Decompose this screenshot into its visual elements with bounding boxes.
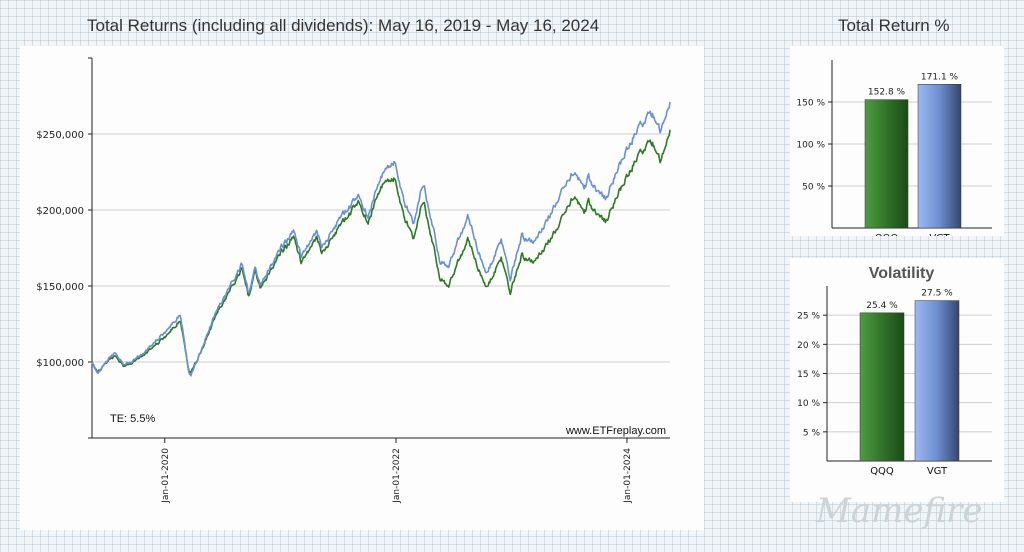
main-series (91, 101, 671, 377)
x-category-label-vgt: VGT (927, 466, 948, 477)
main-grid (92, 133, 670, 363)
y-tick-label: $100,000 (36, 358, 84, 369)
x-tick-label: Jan-01-2020 (161, 448, 171, 504)
main-chart-panel: $100,000 $150,000 $200,000 $250,000 Jan-01-2… (20, 46, 704, 530)
volatility-panel: Volatility 5 % 10 % 15 % 20 % 25 % 25.4 % QQQ 27… (790, 258, 1004, 502)
watermark-signature: Mamefire (815, 491, 983, 531)
y-tick-label: 25 % (797, 312, 820, 322)
y-tick-label: 5 % (803, 428, 821, 438)
y-tick-label: 15 % (797, 370, 820, 380)
total-return-panel: 50 % 100 % 150 % 152.8 % QQQ 171.1 % VGT (790, 46, 1004, 236)
x-category-label-vgt: VGT (929, 233, 950, 236)
main-chart-title: Total Returns (including all dividends):… (87, 16, 600, 35)
bar-value-label-qqq: 152.8 % (868, 88, 906, 98)
bar-value-label-vgt: 171.1 % (921, 72, 959, 82)
y-tick-label: $200,000 (36, 206, 84, 217)
y-tick-label: 10 % (797, 399, 820, 409)
bar-chart-title: Volatility (869, 265, 935, 282)
y-tick-label: 50 % (802, 183, 825, 193)
y-tick-label: $150,000 (36, 282, 84, 293)
bar-qqq (859, 312, 905, 462)
x-category-label-qqq: QQQ (870, 466, 894, 477)
series-line-qqq (91, 129, 671, 374)
x-tick-label: Jan-01-2024 (623, 448, 633, 504)
x-tick-label: Jan-01-2022 (392, 448, 402, 504)
bar-vgt (917, 84, 962, 229)
main-tick-labels: $100,000 $150,000 $200,000 $250,000 Jan-01-2… (36, 130, 633, 504)
y-tick-label: 100 % (796, 141, 825, 151)
bar-vgt (914, 300, 960, 462)
tracking-error-label: TE: 5.5% (110, 413, 155, 425)
side-chart-title: Total Return % (838, 16, 950, 35)
series-line-vgt (91, 101, 671, 377)
total-returns-line-chart: $100,000 $150,000 $200,000 $250,000 Jan-01-2… (36, 57, 671, 504)
bar-qqq (864, 99, 909, 229)
bar-value-label-vgt: 27.5 % (921, 289, 953, 299)
bar-value-label-qqq: 25.4 % (866, 301, 898, 311)
volatility-bar-chart: Volatility 5 % 10 % 15 % 20 % 25 % 25.4 % QQQ 27… (797, 265, 992, 477)
y-tick-label: $250,000 (36, 130, 84, 141)
y-tick-label: 150 % (796, 99, 825, 109)
source-credit: www.ETFreplay.com (565, 425, 666, 437)
y-tick-label: 20 % (797, 341, 820, 351)
main-axes (88, 57, 670, 443)
total-return-bar-chart: 50 % 100 % 150 % 152.8 % QQQ 171.1 % VGT (796, 60, 992, 236)
x-category-label-qqq: QQQ (875, 233, 899, 236)
svg-text:Mamefire: Mamefire (815, 491, 983, 531)
